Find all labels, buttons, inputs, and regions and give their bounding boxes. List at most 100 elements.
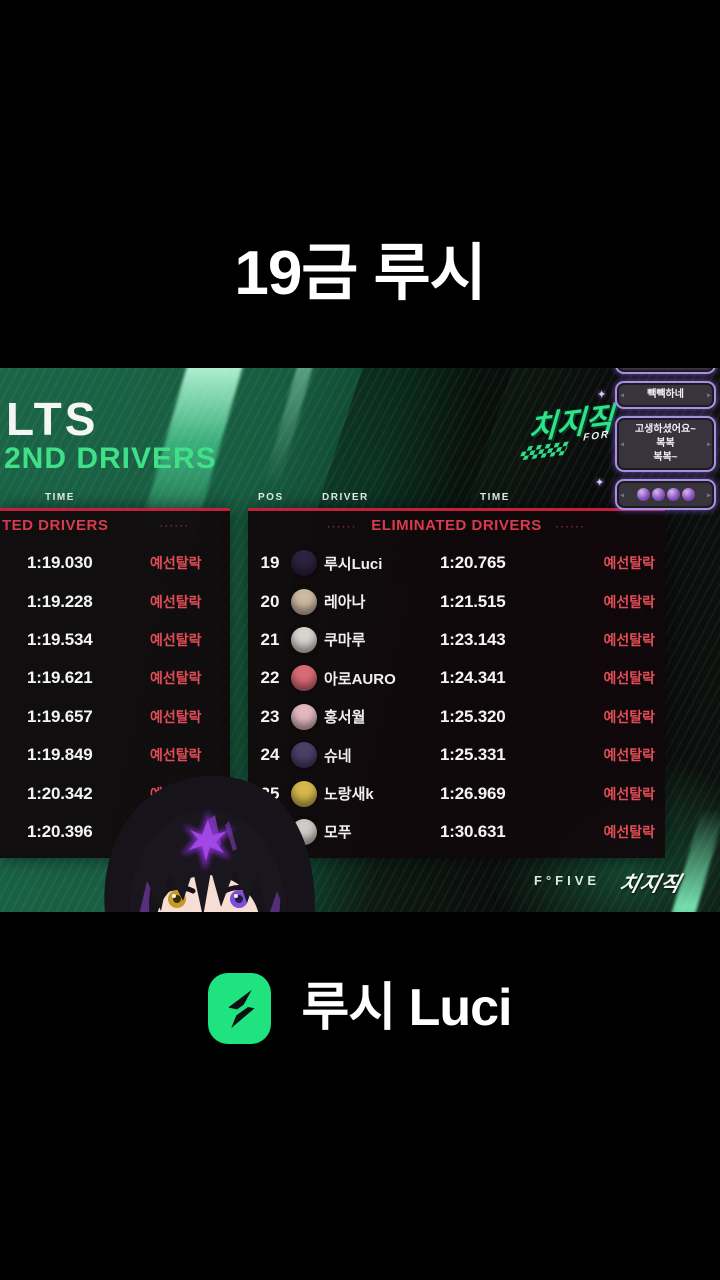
driver-avatar bbox=[291, 550, 317, 577]
driver-name: 레아나 bbox=[324, 594, 366, 612]
table-row: 23 홍서월 1:25.320 예선탈락 bbox=[248, 698, 665, 736]
status-label: 예선탈락 bbox=[603, 708, 655, 725]
bubble-side-icon: ◂ bbox=[620, 390, 625, 400]
table-row: 1:19.228 예선탈락 bbox=[0, 582, 230, 620]
status-label: 예선탈락 bbox=[603, 555, 655, 572]
lap-time: 1:20.396 bbox=[27, 821, 93, 841]
table-row: 1:19.534 예선탈락 bbox=[0, 621, 230, 659]
game-results-screenshot: LTS 2ND DRIVERS 치지직 FOR TIME POS DRIVER … bbox=[0, 368, 720, 912]
eliminated-table-right: ······ ELIMINATED DRIVERS ······ 19 루시Luci… bbox=[248, 508, 665, 858]
results-subheading: 2ND DRIVERS bbox=[4, 442, 217, 475]
column-header-pos: POS bbox=[258, 492, 284, 503]
table-title: TED DRIVERS bbox=[2, 517, 109, 534]
event-logo-sub: FOR bbox=[582, 429, 611, 444]
lap-time: 1:20.765 bbox=[440, 553, 506, 573]
lap-time: 1:19.534 bbox=[27, 629, 93, 649]
driver-name: 쿠마루 bbox=[324, 632, 366, 650]
bubble-side-icon: ◂ bbox=[620, 489, 625, 499]
ffive-logo: F°FIVE bbox=[534, 873, 601, 888]
driver-name: 노랑새k bbox=[324, 786, 374, 804]
driver-avatar bbox=[291, 588, 317, 615]
lap-time: 1:19.621 bbox=[27, 668, 93, 688]
lap-time: 1:21.515 bbox=[440, 591, 506, 611]
lap-time: 1:30.631 bbox=[440, 821, 506, 841]
chat-overlay: ◂ ▸ ◂ 빽빽하네 ▸ ◂ 고생하셨어요~ 복복 복복~ ▸ ◂ ▸ bbox=[615, 368, 716, 510]
table-row: 19 루시Luci 1:20.765 예선탈락 bbox=[248, 544, 665, 582]
status-label: 예선탈락 bbox=[150, 708, 202, 725]
column-header-driver: DRIVER bbox=[322, 492, 369, 503]
table-row: 21 쿠마루 1:23.143 예선탈락 bbox=[248, 621, 665, 659]
chat-bubble: ◂ 고생하셨어요~ 복복 복복~ ▸ bbox=[615, 416, 716, 472]
chzzk-wordmark: 치지직 bbox=[616, 873, 684, 896]
position-number: 22 bbox=[260, 668, 280, 688]
status-label: 예선탈락 bbox=[603, 823, 655, 840]
bubble-side-icon: ▸ bbox=[706, 390, 711, 400]
lap-time: 1:19.228 bbox=[27, 591, 93, 611]
header-dashes: ······ bbox=[327, 522, 358, 532]
table-row: 24 슈네 1:25.331 예선탈락 bbox=[248, 736, 665, 774]
status-label: 예선탈락 bbox=[603, 593, 655, 610]
status-label: 예선탈락 bbox=[603, 631, 655, 648]
driver-name: 슈네 bbox=[324, 747, 352, 765]
chat-message: 빽빽하네 bbox=[647, 389, 684, 400]
driver-name: 홍서월 bbox=[324, 709, 366, 727]
lap-time: 1:23.143 bbox=[440, 629, 506, 649]
purple-emote-icon bbox=[651, 488, 665, 501]
position-number: 21 bbox=[260, 629, 280, 649]
page-title: 19금 루시 bbox=[234, 239, 486, 308]
driver-name: 루시Luci bbox=[324, 555, 383, 573]
bubble-side-icon: ◂ bbox=[620, 439, 625, 449]
status-label: 예선탈락 bbox=[150, 670, 202, 687]
lap-time: 1:19.030 bbox=[27, 553, 93, 573]
table-header: ······ ELIMINATED DRIVERS ······ bbox=[248, 511, 665, 542]
sparkle-icon: ✦ bbox=[597, 389, 607, 401]
lightning-bolt-icon bbox=[224, 989, 259, 1028]
status-label: 예선탈락 bbox=[150, 555, 202, 572]
table-title: ELIMINATED DRIVERS bbox=[371, 517, 542, 534]
chat-bubble-emotes: ◂ ▸ bbox=[615, 479, 716, 510]
channel-caption: 루시 Luci bbox=[0, 912, 720, 1280]
header-dashes: ······ bbox=[555, 522, 586, 532]
sparkle-icon: ✦ bbox=[595, 477, 605, 489]
position-number: 19 bbox=[260, 553, 280, 573]
driver-avatar bbox=[291, 780, 317, 807]
chzzk-logo-icon bbox=[208, 973, 272, 1044]
table-row: 1:19.030 예선탈락 bbox=[0, 544, 230, 582]
status-label: 예선탈락 bbox=[150, 631, 202, 648]
status-label: 예선탈락 bbox=[603, 747, 655, 764]
position-number: 20 bbox=[260, 591, 280, 611]
event-logo: 치지직 FOR bbox=[518, 392, 615, 461]
table-header: TED DRIVERS ······ bbox=[0, 511, 230, 542]
bubble-side-icon: ▸ bbox=[706, 439, 711, 449]
purple-emote-icon bbox=[666, 488, 680, 501]
table-row: 1:19.621 예선탈락 bbox=[0, 659, 230, 697]
driver-avatar bbox=[291, 742, 317, 769]
lap-time: 1:25.320 bbox=[440, 706, 506, 726]
header-dashes: ······ bbox=[160, 521, 190, 531]
driver-avatar bbox=[291, 665, 317, 692]
status-label: 예선탈락 bbox=[603, 670, 655, 687]
vtuber-avatar bbox=[104, 775, 315, 912]
results-heading: LTS bbox=[6, 393, 99, 445]
driver-name: 모푸 bbox=[324, 824, 352, 842]
chat-bubble: ◂ 빽빽하네 ▸ bbox=[615, 381, 716, 409]
purple-emote-icon bbox=[636, 488, 650, 501]
table-row: 1:19.849 예선탈락 bbox=[0, 736, 230, 774]
status-label: 예선탈락 bbox=[150, 747, 202, 764]
column-header-time-right: TIME bbox=[480, 492, 510, 503]
chat-message: 고생하셨어요~ 복복 복복~ bbox=[634, 424, 697, 463]
lap-time: 1:19.849 bbox=[27, 745, 93, 765]
table-row: 22 아로AURO 1:24.341 예선탈락 bbox=[248, 659, 665, 697]
table-row: 1:19.657 예선탈락 bbox=[0, 698, 230, 736]
bubble-side-icon: ▸ bbox=[706, 489, 711, 499]
driver-avatar bbox=[291, 703, 317, 730]
lap-time: 1:19.657 bbox=[27, 706, 93, 726]
status-label: 예선탈락 bbox=[150, 593, 202, 610]
status-label: 예선탈락 bbox=[603, 785, 655, 802]
bubble-side-icon: ◂ bbox=[620, 368, 624, 370]
lap-time: 1:26.969 bbox=[440, 783, 506, 803]
lap-time: 1:25.331 bbox=[440, 745, 506, 765]
lap-time: 1:20.342 bbox=[27, 783, 93, 803]
position-number: 23 bbox=[260, 706, 280, 726]
